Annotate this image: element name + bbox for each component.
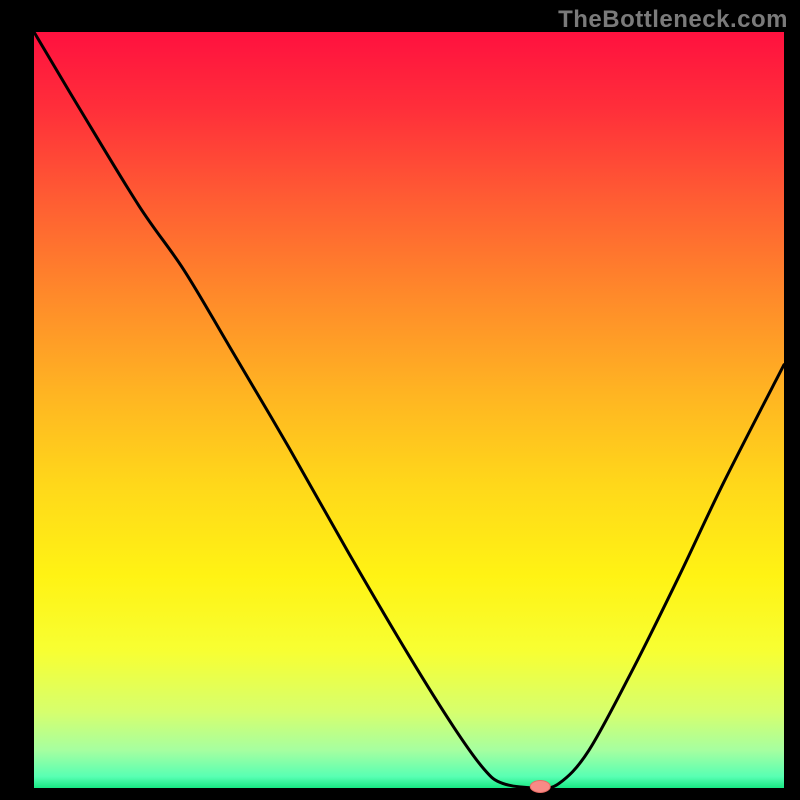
plot-area	[34, 32, 784, 788]
chart-frame: TheBottleneck.com	[0, 0, 800, 800]
optimal-marker	[530, 780, 550, 792]
chart-svg	[0, 0, 800, 800]
watermark-text: TheBottleneck.com	[558, 6, 788, 34]
